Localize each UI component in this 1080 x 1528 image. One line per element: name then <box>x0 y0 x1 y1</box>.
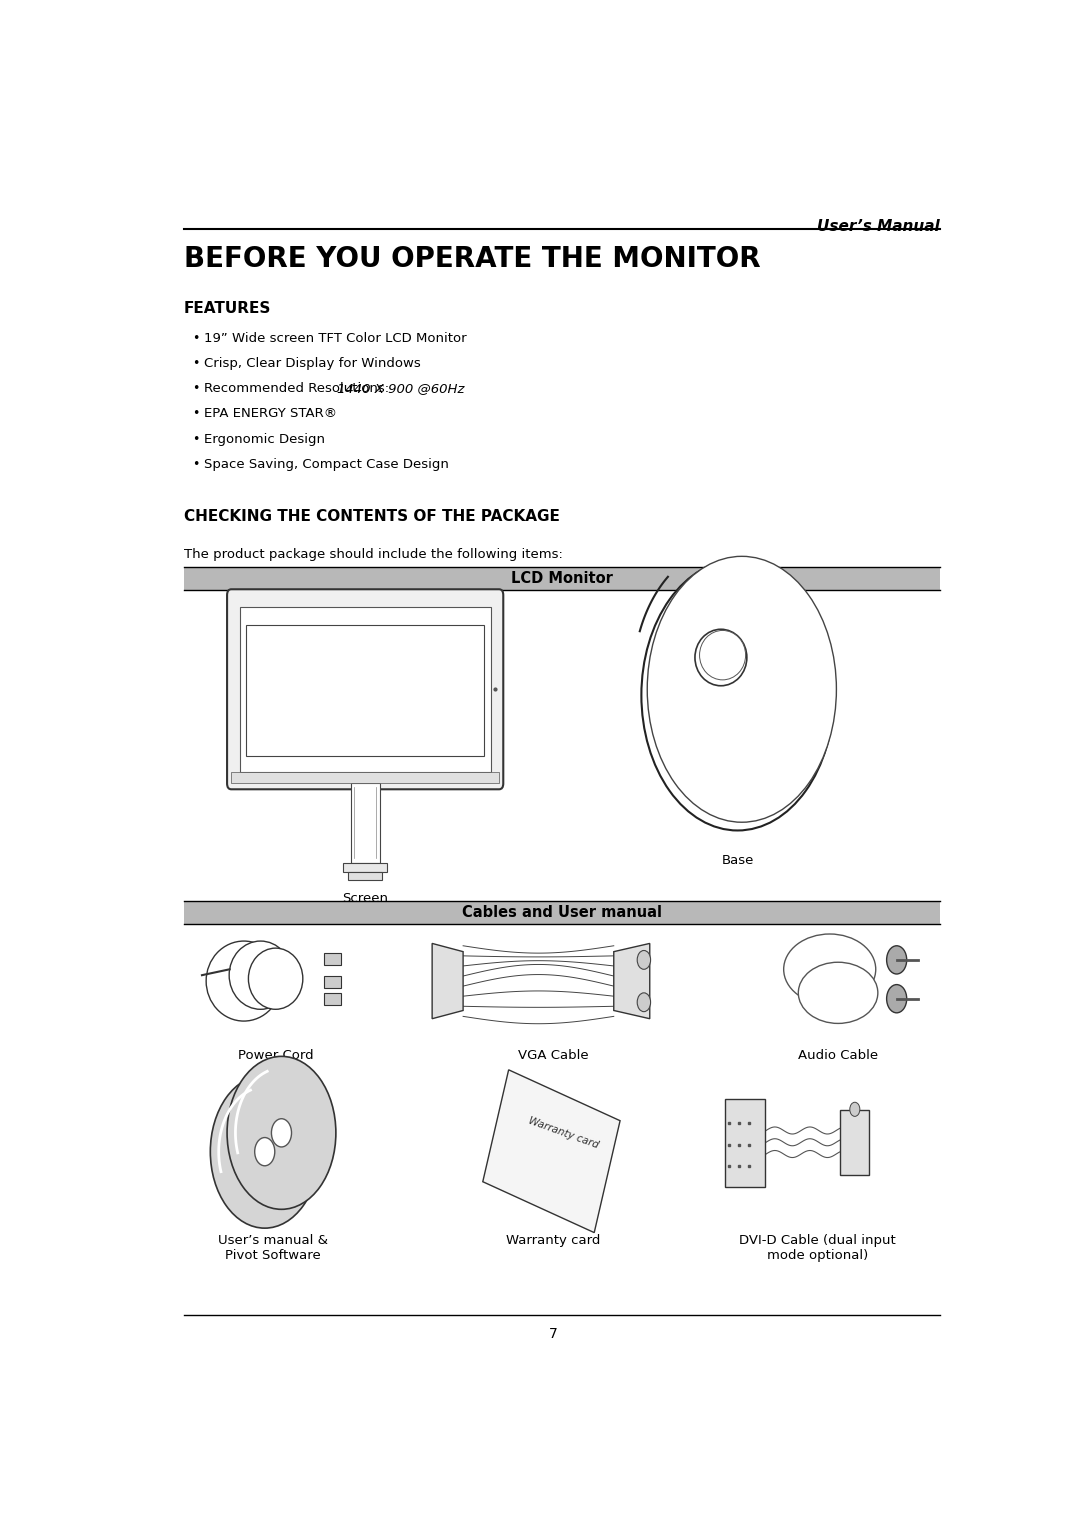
FancyBboxPatch shape <box>343 863 387 871</box>
FancyBboxPatch shape <box>184 567 941 590</box>
Ellipse shape <box>784 934 876 1004</box>
Text: •: • <box>192 408 200 420</box>
Ellipse shape <box>798 963 878 1024</box>
Circle shape <box>637 993 650 1012</box>
Text: •: • <box>192 332 200 345</box>
FancyBboxPatch shape <box>231 772 499 784</box>
Text: User’s Manual: User’s Manual <box>818 219 941 234</box>
Circle shape <box>227 1056 336 1209</box>
Text: 1440 X 900 @60Hz: 1440 X 900 @60Hz <box>337 382 464 396</box>
Ellipse shape <box>229 941 292 1010</box>
Text: User’s manual &
Pivot Software: User’s manual & Pivot Software <box>218 1235 328 1262</box>
Text: •: • <box>192 358 200 370</box>
Circle shape <box>850 1102 860 1117</box>
FancyBboxPatch shape <box>324 953 341 964</box>
Polygon shape <box>613 943 650 1019</box>
Text: Cables and User manual: Cables and User manual <box>462 905 662 920</box>
Text: LCD Monitor: LCD Monitor <box>511 571 612 585</box>
FancyBboxPatch shape <box>227 590 503 790</box>
Text: BEFORE YOU OPERATE THE MONITOR: BEFORE YOU OPERATE THE MONITOR <box>184 244 760 272</box>
Circle shape <box>211 1076 320 1229</box>
Text: VGA Cable: VGA Cable <box>518 1050 589 1062</box>
Text: Screen: Screen <box>342 892 388 905</box>
Ellipse shape <box>248 947 302 1010</box>
FancyBboxPatch shape <box>725 1099 766 1187</box>
Circle shape <box>271 1118 292 1148</box>
Text: Crisp, Clear Display for Windows: Crisp, Clear Display for Windows <box>204 358 421 370</box>
Text: 7: 7 <box>549 1326 558 1342</box>
FancyBboxPatch shape <box>324 976 341 989</box>
Circle shape <box>637 950 650 969</box>
Circle shape <box>647 556 836 822</box>
Text: The product package should include the following items:: The product package should include the f… <box>184 549 563 561</box>
Ellipse shape <box>700 631 745 680</box>
Text: CHECKING THE CONTENTS OF THE PACKAGE: CHECKING THE CONTENTS OF THE PACKAGE <box>184 509 559 524</box>
Text: •: • <box>192 458 200 471</box>
Polygon shape <box>432 943 463 1019</box>
Circle shape <box>887 946 907 973</box>
Circle shape <box>887 984 907 1013</box>
Text: 19” Wide screen TFT Color LCD Monitor: 19” Wide screen TFT Color LCD Monitor <box>204 332 467 345</box>
FancyBboxPatch shape <box>184 902 941 924</box>
FancyBboxPatch shape <box>349 871 382 880</box>
Text: Power Cord: Power Cord <box>238 1050 313 1062</box>
FancyBboxPatch shape <box>324 993 341 1004</box>
Circle shape <box>255 1137 274 1166</box>
Text: Warranty card: Warranty card <box>527 1115 600 1151</box>
Text: DVI-D Cable (dual input
mode optional): DVI-D Cable (dual input mode optional) <box>739 1235 895 1262</box>
Text: Audio Cable: Audio Cable <box>798 1050 878 1062</box>
FancyBboxPatch shape <box>246 625 484 756</box>
FancyBboxPatch shape <box>483 1070 620 1233</box>
Text: Ergonomic Design: Ergonomic Design <box>204 432 325 446</box>
Circle shape <box>642 559 834 831</box>
Ellipse shape <box>206 941 282 1021</box>
Text: Warranty card: Warranty card <box>507 1235 600 1247</box>
Text: Space Saving, Compact Case Design: Space Saving, Compact Case Design <box>204 458 449 471</box>
Text: FEATURES: FEATURES <box>184 301 271 316</box>
FancyBboxPatch shape <box>240 607 490 772</box>
Ellipse shape <box>694 630 747 686</box>
Text: EPA ENERGY STAR®: EPA ENERGY STAR® <box>204 408 338 420</box>
Text: •: • <box>192 432 200 446</box>
FancyBboxPatch shape <box>840 1111 869 1175</box>
Text: Base: Base <box>721 854 754 866</box>
FancyBboxPatch shape <box>351 784 380 863</box>
Text: •: • <box>192 382 200 396</box>
Text: Recommended Resolutions:: Recommended Resolutions: <box>204 382 394 396</box>
